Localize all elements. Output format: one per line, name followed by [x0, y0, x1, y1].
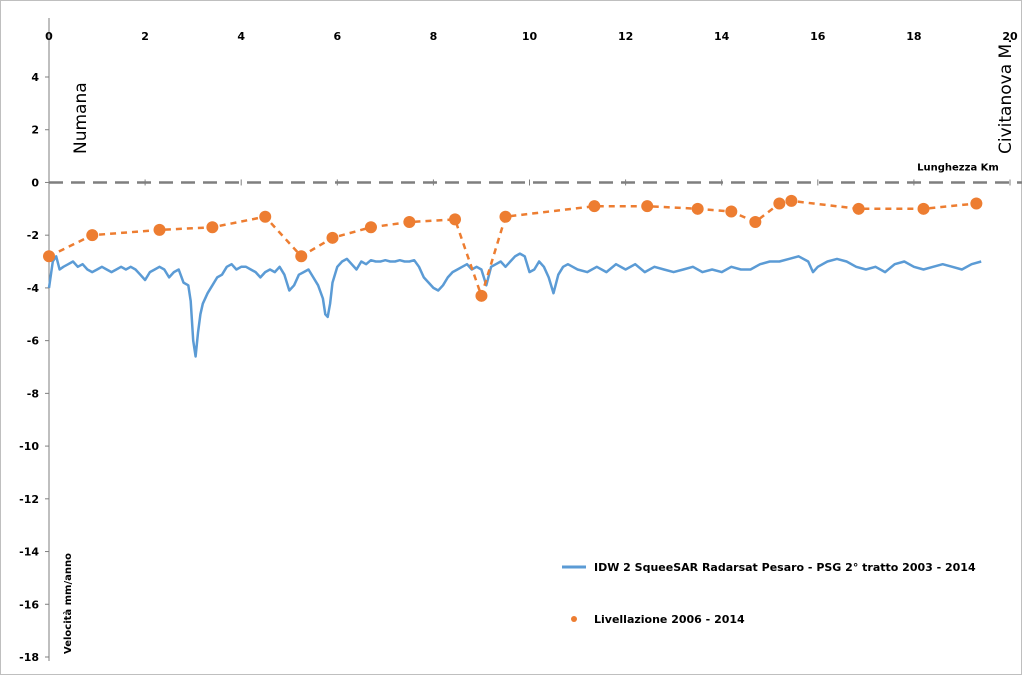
y-tick-label: 4 [31, 71, 39, 84]
x-tick-label: 10 [522, 30, 538, 43]
y-tick-label: -2 [27, 229, 39, 242]
livellazione-point [295, 250, 308, 263]
y-tick-label: -14 [19, 546, 39, 559]
livellazione-point [749, 216, 762, 228]
legend-label-squeesar: IDW 2 SqueeSAR Radarsat Pesaro - PSG 2° … [594, 561, 976, 574]
y-tick-label: -4 [27, 282, 40, 295]
livellazione-point [206, 221, 219, 234]
x-tick-label: 16 [810, 30, 826, 43]
livellazione-point [691, 202, 704, 215]
x-tick-label: 0 [45, 30, 53, 43]
y-tick-label: -18 [19, 651, 39, 664]
livellazione-point [773, 197, 786, 210]
livellazione-point [364, 221, 377, 234]
legend-label-livellazione: Livellazione 2006 - 2014 [594, 613, 745, 626]
livellazione-point [43, 250, 55, 263]
x-tick-label: 6 [333, 30, 341, 43]
x-tick-label: 20 [1002, 30, 1018, 43]
livellazione-point [499, 210, 512, 223]
y-tick-label: -10 [19, 440, 39, 453]
x-tick-label: 12 [618, 30, 633, 43]
livellazione-point [725, 205, 738, 218]
y-tick-label: -8 [27, 387, 39, 400]
legend-swatch-livellazione [571, 616, 577, 622]
y-tick-label: -12 [19, 493, 39, 506]
livellazione-point [641, 200, 654, 213]
x-tick-label: 8 [430, 30, 438, 43]
start-location-label: Numana [71, 82, 91, 154]
x-tick-label: 2 [141, 30, 149, 43]
livellazione-point [259, 210, 272, 223]
series-line-squeesar [47, 252, 982, 358]
livellazione-point [917, 202, 930, 215]
x-tick-label: 4 [237, 30, 245, 43]
livellazione-point [326, 231, 339, 244]
livellazione-point [403, 216, 416, 228]
x-axis-title: Lunghezza Km [917, 162, 999, 173]
livellazione-point [785, 194, 798, 207]
livellazione-point [475, 289, 488, 302]
livellazione-point [449, 213, 462, 226]
y-tick-label: 2 [31, 124, 39, 137]
y-tick-label: -16 [19, 598, 39, 611]
livellazione-point [153, 223, 166, 236]
x-tick-label: 18 [906, 30, 921, 43]
livellazione-point [86, 229, 99, 242]
livellazione-point [970, 197, 983, 210]
y-tick-label: -6 [27, 335, 40, 348]
livellazione-point [588, 200, 601, 213]
end-location-label: Civitanova M. [996, 38, 1016, 154]
y-tick-label: 0 [31, 176, 39, 189]
livellazione-point [852, 202, 865, 215]
x-tick-label: 14 [714, 30, 730, 43]
y-axis-title: Velocità mm/anno [62, 553, 74, 654]
